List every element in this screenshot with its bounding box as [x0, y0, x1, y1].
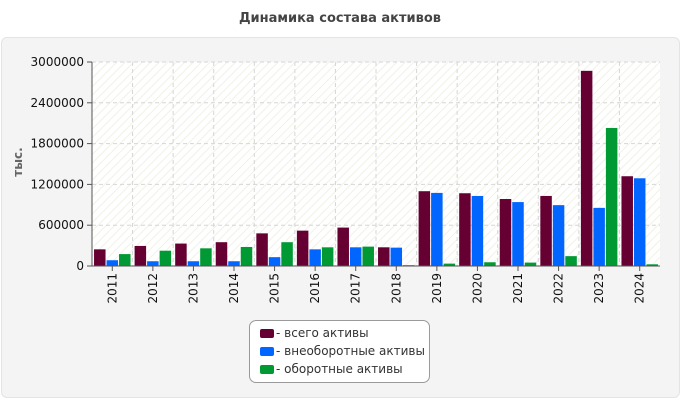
x-tick-label: 2016 — [308, 273, 322, 304]
bar-2022-series-1 — [540, 195, 552, 266]
x-tick-label: 2018 — [389, 273, 403, 304]
legend-item-noncurrent[interactable]: - внеоборотные активы — [260, 344, 425, 358]
bar-2020-series-1 — [459, 193, 471, 266]
bar-2015-series-3 — [281, 242, 293, 266]
bar-2020-series-3 — [484, 262, 496, 266]
bar-2017-series-2 — [349, 247, 362, 266]
bar-2021-series-2 — [512, 202, 524, 266]
bar-2014-series-3 — [240, 246, 253, 266]
bar-2023-series-3 — [605, 127, 618, 267]
x-tick-label: 2020 — [470, 273, 484, 304]
x-tick-label: 2022 — [552, 273, 566, 304]
bar-2015-series-2 — [268, 257, 281, 266]
bar-2016-series-2 — [309, 249, 321, 266]
bar-2016-series-1 — [296, 230, 309, 266]
x-tick-label: 2011 — [105, 273, 119, 304]
y-axis-title: тыс. — [11, 147, 25, 177]
bar-2014-series-2 — [228, 261, 240, 266]
bar-2012-series-1 — [134, 245, 147, 266]
bar-2019-series-2 — [431, 192, 443, 266]
y-tick-label: 600000 — [38, 218, 84, 232]
bar-2014-series-1 — [215, 242, 228, 266]
x-tick-label: 2012 — [146, 273, 160, 304]
bar-2021-series-3 — [524, 262, 537, 266]
x-tick-label: 2021 — [511, 273, 525, 304]
bar-2023-series-2 — [593, 207, 605, 266]
bar-2018-series-2 — [390, 247, 403, 266]
bar-2013-series-2 — [187, 261, 200, 266]
legend-item-total[interactable]: - всего активы — [260, 326, 369, 340]
bar-2015-series-1 — [256, 233, 268, 266]
y-tick-label: 3000000 — [31, 55, 84, 69]
bar-2017-series-1 — [337, 227, 349, 266]
bar-2018-series-1 — [378, 247, 390, 266]
bar-2024-series-2 — [633, 178, 646, 266]
legend-label-noncurrent: - внеоборотные активы — [276, 344, 425, 358]
legend-item-current[interactable]: - оборотные активы — [260, 362, 403, 376]
bar-2019-series-1 — [418, 191, 431, 266]
legend-swatch-current — [260, 364, 274, 374]
y-tick-label: 0 — [76, 259, 84, 273]
x-tick-label: 2015 — [268, 273, 282, 304]
bar-2019-series-3 — [443, 263, 456, 266]
bar-2022-series-3 — [565, 256, 577, 266]
x-tick-label: 2013 — [186, 273, 200, 304]
x-tick-label: 2014 — [227, 273, 241, 304]
y-tick-labels: 0 600000 1200000 1800000 2400000 3000000 — [31, 55, 84, 273]
bar-2016-series-3 — [321, 247, 334, 266]
bar-2017-series-3 — [362, 246, 374, 266]
legend-swatch-noncurrent — [260, 346, 274, 356]
legend-swatch-total — [260, 328, 274, 338]
legend-label-total: - всего активы — [276, 326, 369, 340]
chart-title: Динамика состава активов — [238, 11, 442, 26]
bar-2011-series-3 — [119, 254, 131, 266]
bar-2023-series-1 — [580, 70, 593, 266]
gridlines — [92, 61, 660, 266]
y-tick-label: 1800000 — [31, 137, 84, 151]
x-tick-label: 2017 — [349, 273, 363, 304]
legend-label-current: - оборотные активы — [276, 362, 403, 376]
bar-2024-series-3 — [646, 264, 658, 266]
bar-2021-series-1 — [499, 199, 512, 266]
bar-2024-series-1 — [621, 176, 633, 266]
y-tick-label: 1200000 — [31, 177, 84, 191]
bar-2011-series-2 — [106, 260, 119, 266]
x-tick-label: 2023 — [592, 273, 606, 304]
bar-2013-series-1 — [175, 243, 187, 266]
bar-2020-series-2 — [471, 195, 484, 266]
x-tick-label: 2024 — [633, 273, 647, 304]
legend: - всего активы - внеоборотные активы - о… — [249, 320, 430, 383]
bar-2011-series-1 — [94, 249, 106, 266]
bars — [94, 70, 658, 267]
axes — [87, 61, 660, 271]
x-tick-labels: 2011 2012 2013 2014 2015 2016 2017 2018 2019 2020… — [105, 273, 646, 304]
bar-2012-series-3 — [159, 250, 172, 266]
bar-2012-series-2 — [147, 261, 159, 266]
bar-2013-series-3 — [200, 248, 212, 266]
x-tick-label: 2019 — [430, 273, 444, 304]
bar-2022-series-2 — [552, 205, 565, 266]
y-tick-label: 2400000 — [31, 96, 84, 110]
